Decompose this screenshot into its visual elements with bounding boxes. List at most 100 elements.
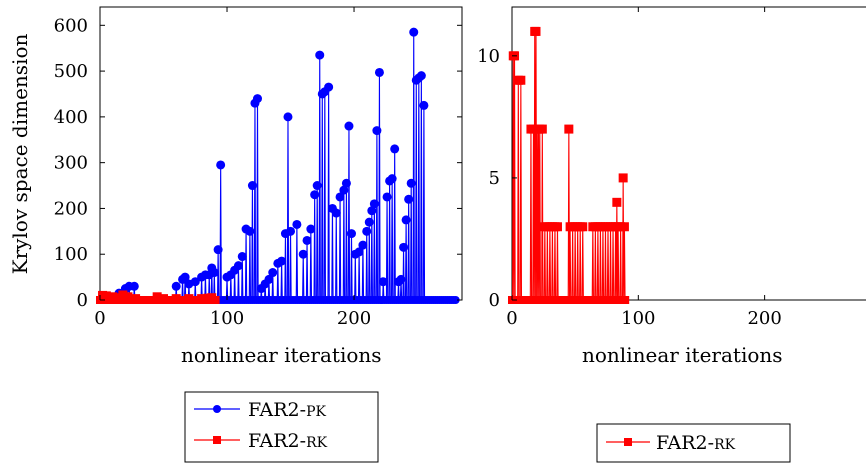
series-line-right-0 [512, 31, 626, 301]
legend-right-prefix-0: FAR2- [656, 432, 714, 454]
y-tick-label-right-2: 10 [477, 46, 500, 67]
data-point-right-0-39 [619, 222, 629, 232]
data-point-left-1-1 [101, 291, 111, 301]
data-point-right-0-7 [531, 26, 541, 36]
data-point-left-1-9 [171, 294, 181, 304]
x-tick-label-right-2: 200 [747, 308, 781, 329]
series-line-left-0 [116, 32, 456, 301]
data-point-left-0-58 [369, 199, 379, 209]
data-point-left-0-6 [180, 272, 190, 282]
data-point-left-0-72 [409, 27, 419, 37]
data-point-left-0-33 [283, 112, 293, 122]
legend-left: FAR2-PK FAR2-RK [184, 391, 379, 463]
y-tick-label-left-2: 200 [54, 198, 88, 219]
y-axis-label-left: Krylov space dimension [8, 34, 32, 275]
data-point-left-0-51 [346, 229, 356, 239]
y-tick-label-left-6: 600 [54, 15, 88, 36]
y-tick-label-left-0: 0 [77, 290, 88, 311]
data-point-left-0-70 [404, 194, 414, 204]
data-point-left-0-53 [354, 247, 364, 257]
x-tick-label-right-1: 100 [621, 308, 655, 329]
y-tick-label-left-3: 300 [54, 153, 88, 174]
data-point-right-0-18 [564, 124, 574, 134]
data-point-left-0-55 [362, 226, 372, 236]
data-point-left-0-39 [310, 190, 320, 200]
y-tick-label-left-5: 500 [54, 61, 88, 82]
data-point-left-0-38 [306, 224, 316, 234]
legend-left-suffix-1: RK [306, 435, 328, 451]
legend-left-marker-0 [213, 405, 221, 413]
legend-left-prefix-1: FAR2- [248, 430, 306, 452]
x-axis-label-right: nonlinear iterations [582, 343, 783, 367]
legend-left-label-0: FAR2-PK [248, 399, 326, 421]
x-tick-label-left-2: 200 [337, 308, 371, 329]
data-point-left-1-2 [108, 292, 118, 302]
data-point-left-0-23 [247, 181, 257, 191]
data-point-left-0-75 [416, 71, 426, 81]
legend-left-marker-1 [213, 436, 221, 444]
data-point-left-0-4 [171, 281, 181, 291]
data-point-left-0-49 [341, 178, 351, 188]
data-point-right-0-3 [516, 75, 526, 85]
baseline-marker-right-0 [621, 296, 630, 304]
data-point-left-0-46 [331, 208, 341, 218]
x-tick-label-left-0: 0 [94, 308, 105, 329]
data-point-left-1-10 [184, 294, 194, 304]
data-point-left-0-47 [335, 192, 345, 202]
data-point-left-0-37 [302, 235, 312, 245]
data-point-left-0-61 [378, 277, 388, 287]
data-point-left-1-11 [197, 294, 207, 304]
data-point-right-0-17 [552, 222, 562, 232]
legend-right: FAR2-RK [596, 423, 791, 463]
x-tick-label-left-1: 100 [210, 308, 244, 329]
legend-right-marker-0 [624, 438, 632, 446]
data-point-left-0-59 [372, 126, 382, 136]
data-point-left-0-64 [387, 174, 397, 184]
legend-right-label-0: FAR2-RK [656, 432, 736, 454]
data-point-left-0-48 [339, 185, 349, 195]
data-point-left-0-44 [324, 82, 334, 92]
data-point-left-0-54 [358, 240, 368, 250]
baseline-marker-left-0 [451, 296, 460, 304]
data-point-left-0-71 [406, 178, 416, 188]
data-point-left-0-56 [364, 217, 374, 227]
y-tick-label-left-1: 100 [54, 244, 88, 265]
chart-right: 0 100 200 0 5 10 nonlinear iterations [477, 6, 866, 367]
legend-left-suffix-0: PK [306, 404, 326, 420]
legend-left-prefix-0: FAR2- [248, 399, 306, 421]
data-point-left-0-20 [237, 252, 247, 262]
y-tick-label-right-0: 0 [489, 290, 500, 311]
data-point-left-0-31 [277, 256, 287, 266]
data-point-left-0-15 [216, 160, 226, 170]
chart-left: 0 100 200 0 100 200 300 400 500 600 nonlinear ite… [8, 6, 463, 367]
data-point-left-0-50 [344, 121, 354, 131]
ticks-right: 0 100 200 0 5 10 [477, 7, 782, 329]
data-point-left-0-25 [253, 94, 263, 104]
data-point-right-0-24 [578, 222, 588, 232]
data-point-left-1-8 [159, 294, 169, 304]
data-point-left-0-14 [213, 245, 223, 255]
data-point-left-1-4 [118, 290, 128, 300]
data-point-left-0-8 [190, 277, 200, 287]
data-point-left-0-22 [245, 226, 255, 236]
data-point-right-0-35 [612, 197, 622, 207]
data-point-left-0-35 [292, 219, 302, 229]
data-point-left-1-6 [131, 294, 141, 304]
data-point-right-0-38 [618, 173, 628, 183]
legend-left-label-1: FAR2-RK [248, 430, 328, 452]
data-point-left-0-57 [367, 206, 377, 216]
data-point-left-1-13 [207, 293, 217, 303]
x-tick-label-right-0: 0 [506, 308, 517, 329]
data-point-left-0-3 [129, 281, 139, 291]
legend-left-box [184, 391, 379, 463]
plot-area-right [511, 6, 866, 301]
x-axis-label-left: nonlinear iterations [181, 343, 382, 367]
y-tick-label-left-4: 400 [54, 107, 88, 128]
data-point-left-0-13 [209, 268, 219, 278]
plot-area-left [99, 6, 463, 301]
data-point-left-0-19 [233, 261, 243, 271]
data-point-left-0-68 [399, 242, 409, 252]
data-point-right-0-11 [537, 124, 547, 134]
ticks-left: 0 100 200 0 100 200 300 400 500 600 [54, 7, 462, 329]
